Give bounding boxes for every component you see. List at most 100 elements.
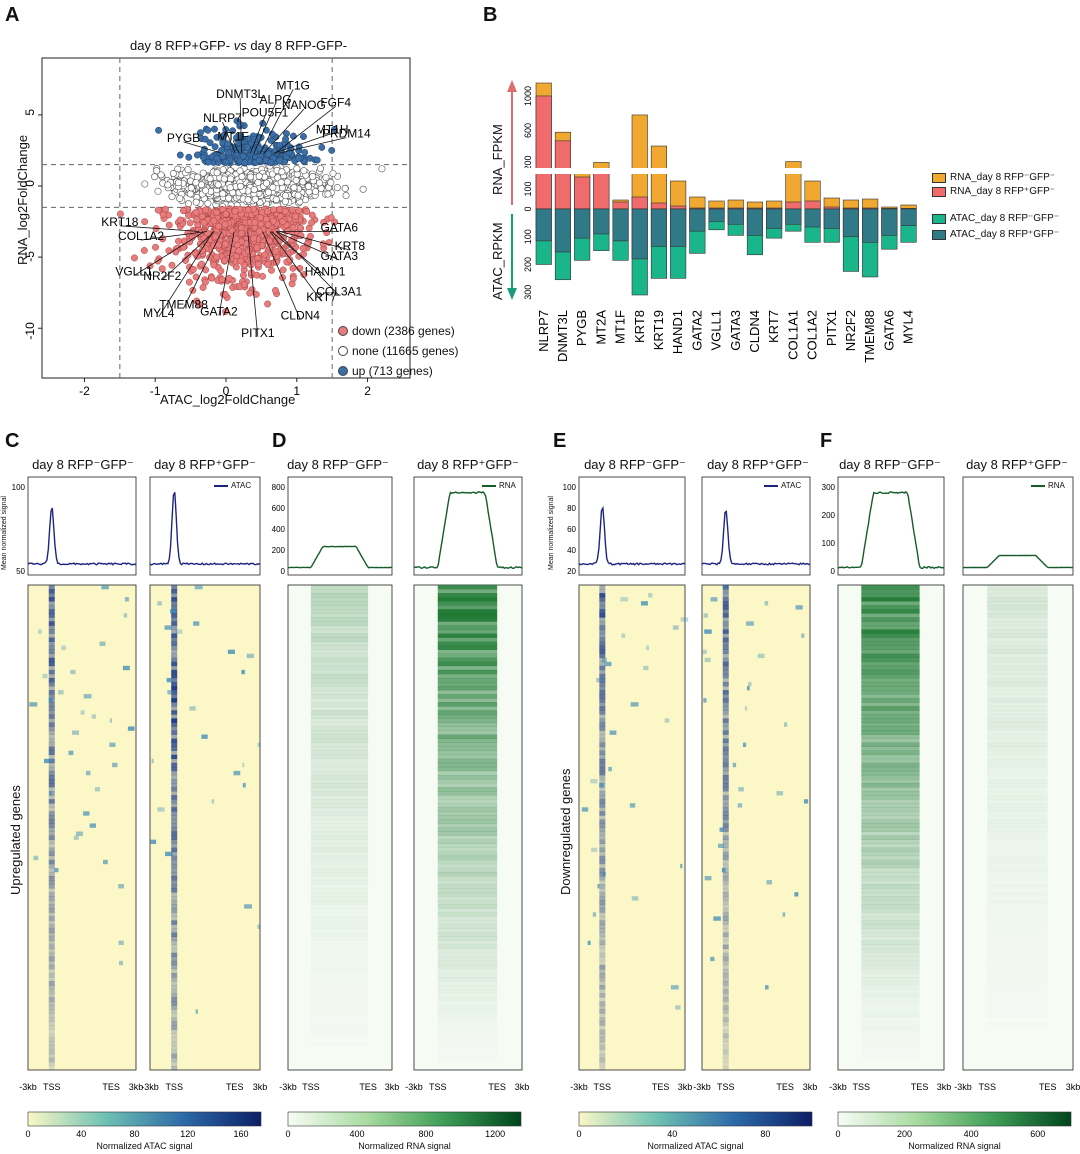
point-down — [158, 265, 166, 273]
c-neg-heatmap-row — [48, 1009, 55, 1014]
legend-up-swatch — [338, 366, 348, 376]
f-neg-heatmap-row — [861, 880, 920, 885]
f-neg-heatmap-row — [861, 754, 920, 760]
f-neg-heatmap-row — [861, 714, 920, 719]
e-pos-heatmap-row — [722, 815, 729, 820]
c-pos-heatmap-row — [171, 750, 178, 756]
f-neg-heatmap-row — [861, 928, 920, 933]
f-pos-heatmap-row — [987, 997, 1047, 1001]
d-pos-heatmap-row — [437, 839, 498, 844]
f-neg-heatmap-row — [861, 597, 920, 602]
e-pos-heatmap-row — [722, 823, 729, 828]
d-neg-heatmap-row — [310, 750, 369, 756]
c-neg-heatmap-row — [48, 977, 55, 982]
e-pos-heatmap-row — [722, 940, 729, 946]
c-pos-profile-line — [149, 492, 261, 566]
rna-axis-arrowhead — [507, 80, 517, 92]
e-pos-heatmap-row — [722, 702, 729, 707]
f-pos-heatmap-row — [987, 795, 1048, 800]
d-neg-heatmap-row — [310, 694, 369, 699]
bar-atac-pos — [631, 208, 648, 260]
f-pos-heatmap-row — [987, 871, 1048, 877]
f-pos-heatmap-row — [987, 694, 1048, 699]
point-down — [231, 207, 239, 215]
e-pos-heatmap-row — [722, 827, 729, 832]
d-pos-heatmap-row — [437, 677, 498, 683]
point-down — [208, 274, 216, 282]
colorbar-tick-D: 0 — [285, 1129, 290, 1139]
f-neg-heatmap-row — [861, 936, 920, 941]
c-neg-heatmap-row — [48, 981, 55, 986]
point-down — [210, 261, 218, 269]
point-down — [252, 290, 260, 298]
e-pos-heatmap-row — [722, 807, 729, 812]
f-neg-heatmap-row — [861, 900, 920, 905]
profile-ytick-D: 0 — [281, 567, 286, 576]
profile-ytick-E: 100 — [563, 483, 577, 492]
annotation-leader — [274, 106, 336, 154]
point-down — [327, 214, 335, 222]
e-pos-xtick-label: TES — [776, 1082, 794, 1092]
f-neg-heatmap-row — [861, 601, 920, 606]
d-pos-heatmap-row — [437, 843, 498, 849]
e-pos-heatmap-row — [722, 964, 729, 970]
c-neg-heatmap-speck — [33, 855, 39, 861]
e-neg-heatmap-row — [599, 831, 606, 836]
point-none — [237, 182, 245, 190]
d-pos-heatmap-row — [437, 871, 498, 877]
point-up — [238, 137, 246, 145]
colorbar-F — [837, 1111, 1072, 1127]
d-pos-heatmap-row — [437, 795, 498, 800]
c-neg-heatmap-row — [48, 1037, 55, 1043]
point-none — [254, 179, 262, 187]
annotation-label: MYL4 — [143, 306, 175, 320]
f-pos-heatmap-row — [987, 929, 1047, 933]
e-pos-heatmap-row — [722, 989, 729, 994]
e-neg-heatmap-row — [599, 787, 606, 792]
e-pos-heatmap-row — [722, 985, 729, 990]
c-pos-heatmap-row — [171, 892, 178, 897]
d-pos-heatmap-row — [437, 928, 498, 933]
d-neg-heatmap-row — [310, 912, 369, 917]
point-down — [251, 219, 259, 227]
scatter-legend-none: none (11665 genes) — [338, 344, 459, 358]
e-neg-heatmap-speck — [621, 633, 626, 638]
d-neg-heatmap-row — [311, 1026, 368, 1030]
point-none — [225, 194, 233, 202]
profile-ytick-E: 40 — [567, 546, 576, 555]
f-neg-profile-frame — [837, 476, 945, 576]
e-neg-heatmap-row — [599, 928, 606, 933]
c-neg-profile-frame — [27, 476, 137, 576]
f-pos-heatmap-row — [987, 746, 1048, 752]
d-title-neg: day 8 RFP⁻GFP⁻ — [287, 457, 389, 472]
c-neg-heatmap-row — [48, 916, 55, 921]
c-neg-heatmap-row — [48, 912, 55, 917]
f-pos-heatmap-row — [987, 937, 1047, 941]
f-neg-heatmap-row — [861, 1034, 919, 1038]
c-pos-heatmap-row — [171, 702, 178, 707]
bar-ytick-top: 200 — [523, 155, 533, 170]
c-neg-heatmap-row — [48, 1025, 55, 1030]
e-neg-heatmap-row — [599, 871, 606, 877]
c-pos-heatmap-row — [171, 766, 178, 772]
bar-atac-pos — [804, 208, 821, 228]
e-neg-heatmap-row — [599, 795, 606, 800]
e-neg-heatmap-row — [599, 593, 606, 598]
bar-ytick-bottom: 200 — [523, 257, 533, 272]
c-neg-heatmap-speck — [68, 750, 74, 756]
e-neg-heatmap-row — [599, 625, 606, 630]
e-pos-heatmap-row — [722, 1057, 729, 1063]
c-pos-heatmap-row — [171, 985, 178, 990]
e-neg-heatmap-row — [599, 710, 606, 715]
d-neg-heatmap-row — [310, 855, 369, 861]
d-neg-heatmap-row — [310, 762, 369, 768]
d-neg-heatmap-row — [311, 1005, 368, 1009]
point-up — [213, 133, 221, 141]
f-pos-heatmap-row — [987, 957, 1047, 961]
c-pos-heatmap-row — [171, 968, 178, 974]
point-none — [204, 199, 212, 207]
panel-letter-c: C — [5, 430, 20, 452]
e-neg-heatmap-row — [599, 734, 606, 739]
d-pos-heatmap-row — [437, 718, 498, 723]
e-neg-heatmap-row — [599, 973, 606, 978]
